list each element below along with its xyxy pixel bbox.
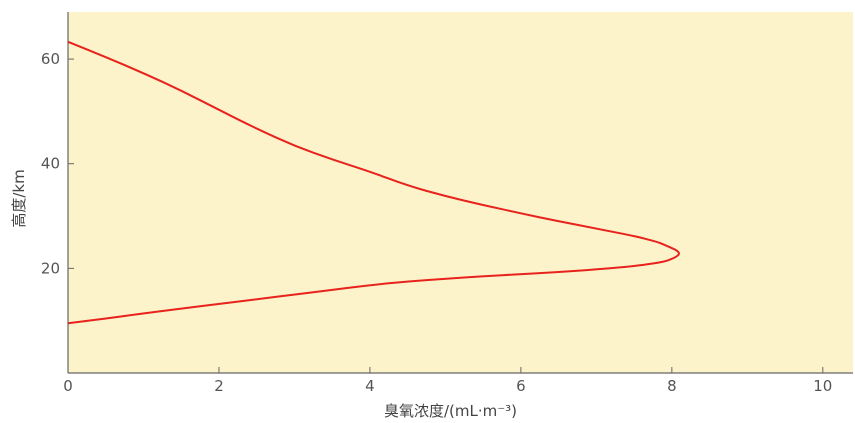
y-axis-ticks: 20 40 60: [41, 50, 74, 277]
x-tick-label: 4: [365, 377, 375, 395]
x-tick-label: 2: [214, 377, 224, 395]
x-tick-label: 6: [516, 377, 526, 395]
x-axis-title: 臭氧浓度/(mL·m⁻³): [384, 402, 517, 420]
y-tick-label: 60: [41, 50, 60, 68]
y-axis-title: 高度/km: [10, 169, 28, 227]
x-tick-label: 10: [813, 377, 832, 395]
y-tick-label: 40: [41, 155, 60, 173]
x-tick-label: 0: [63, 377, 73, 395]
x-tick-label: 8: [667, 377, 677, 395]
y-tick-label: 20: [41, 259, 60, 277]
plot-background: [68, 12, 853, 373]
ozone-concentration-curve: [67, 40, 680, 325]
x-axis-ticks: 0 2 4 6 8 10: [63, 367, 832, 395]
